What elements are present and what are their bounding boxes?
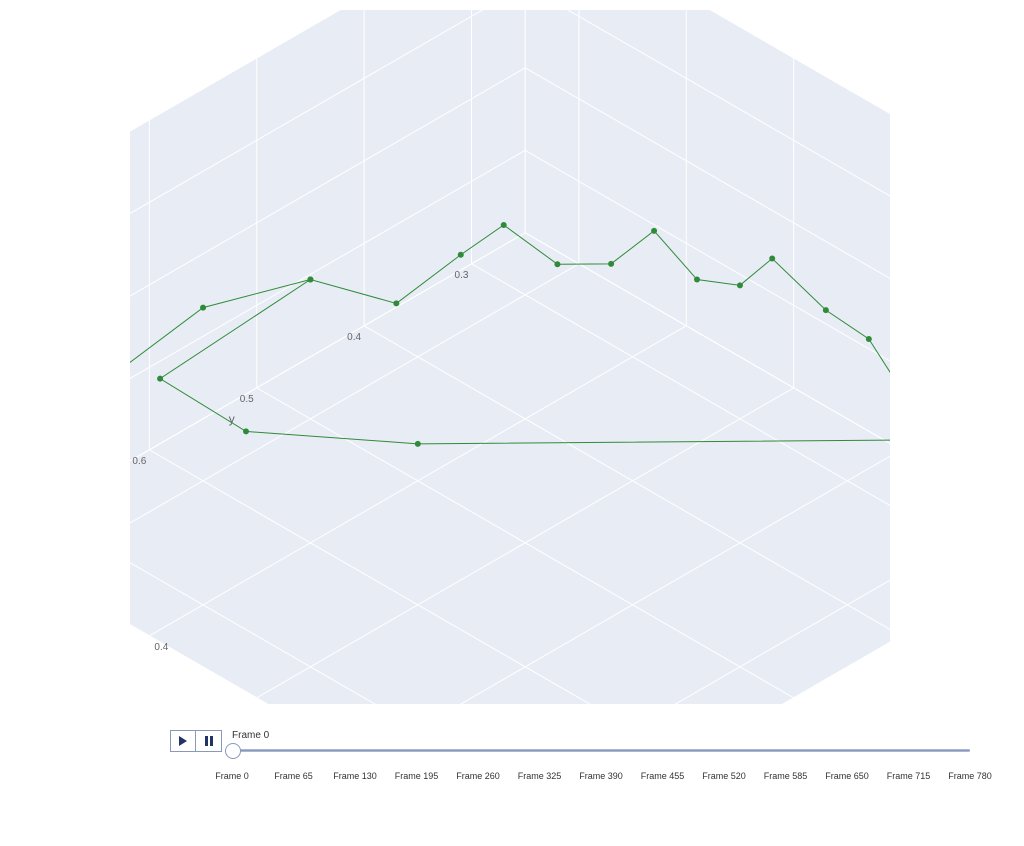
slider-tick-label: Frame 585 [764,771,808,781]
slider-tick-label: Frame 650 [825,771,869,781]
plot3d-svg: -1-0.500.510.30.40.50.60.70.30.40.50.60.… [130,10,890,704]
slider-track [232,749,970,752]
slider-tick-label: Frame 195 [395,771,439,781]
play-icon [178,736,188,746]
slider-tick-label: Frame 715 [887,771,931,781]
slider-tick-label: Frame 260 [456,771,500,781]
slider-tick-label: Frame 455 [641,771,685,781]
slider-tick-label: Frame 325 [518,771,562,781]
slider-tick-label: Frame 520 [702,771,746,781]
pause-button[interactable] [196,730,222,752]
slider-current-label: Frame 0 [232,730,970,741]
animation-controls: Frame 0 Frame 0 Frame 65 Frame 130 Frame 19… [170,730,970,785]
slider-thumb[interactable] [225,743,241,759]
pause-icon [204,736,214,746]
frame-slider[interactable] [232,743,970,757]
svg-text:0.4: 0.4 [154,642,168,653]
svg-text:0.5: 0.5 [240,394,254,405]
slider-tick-label: Frame 780 [948,771,992,781]
svg-text:0.6: 0.6 [132,456,146,467]
slider-tick-label: Frame 0 [215,771,249,781]
slider-tick-label: Frame 130 [333,771,377,781]
slider-tick-label: Frame 390 [579,771,623,781]
plot3d-container[interactable]: -1-0.500.510.30.40.50.60.70.30.40.50.60.… [130,10,890,704]
svg-text:0.3: 0.3 [455,270,469,281]
play-button[interactable] [170,730,196,752]
slider-tick-labels: Frame 0Frame 65Frame 130Frame 195Frame 2… [232,771,970,785]
svg-text:0.4: 0.4 [347,332,361,343]
slider-tick-label: Frame 65 [274,771,313,781]
